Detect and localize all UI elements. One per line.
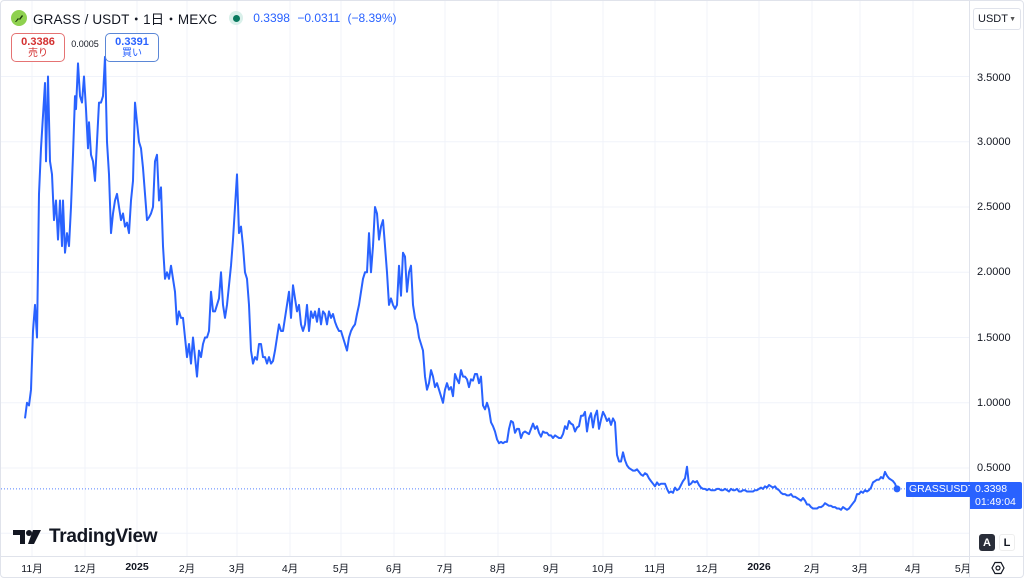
x-tick: 9月 [542,563,560,575]
tradingview-logo-icon [13,530,41,544]
price-change-pct: (−8.39%) [347,11,397,25]
sell-label: 売り [28,47,48,59]
x-tick: 3月 [851,563,869,575]
x-tick: 5月 [954,563,972,575]
x-tick: 4月 [904,563,922,575]
x-tick: 11月 [21,563,43,575]
tradingview-logo[interactable]: TradingView [13,526,158,548]
y-tick: 2.5000 [977,201,1011,213]
symbol-price-label: GRASSUSDT [906,482,978,497]
x-tick: 12月 [695,563,719,575]
x-tick: 2月 [178,563,196,575]
spread-value: 0.0005 [71,38,99,49]
x-tick: 10月 [591,563,615,575]
settings-gear-icon [990,561,1005,575]
y-tick: 3.5000 [977,72,1011,84]
y-tick: 0.5000 [977,462,1011,474]
last-price: 0.3398 [253,11,290,25]
currency-select[interactable]: USDT ▼ [973,8,1021,30]
bar-countdown: 01:49:04 [975,496,1016,508]
buy-price: 0.3391 [115,35,149,48]
last-price-value: 0.3398 [975,483,1008,495]
chart-plot-area[interactable] [1,1,969,556]
x-tick: 2026 [747,561,771,573]
x-tick: 7月 [436,563,454,575]
y-tick: 2.0000 [977,266,1011,278]
symbol-title[interactable]: GRASS / USDT・1日・MEXC [33,12,218,27]
chart-settings-button[interactable] [969,556,1024,578]
last-price-label: 0.3398 01:49:04 [970,482,1022,509]
sell-button[interactable]: 0.3386 売り [11,33,65,62]
buy-label: 買い [122,47,142,59]
y-tick: 1.0000 [977,397,1011,409]
x-tick: 8月 [489,563,507,575]
y-tick: 3.0000 [977,136,1011,148]
x-tick: 2025 [125,561,149,573]
price-line-chart[interactable] [1,1,969,556]
x-tick: 6月 [385,563,403,575]
chevron-down-icon: ▼ [1009,15,1016,23]
quote-values: 0.3398 −0.0311 (−8.39%) [253,11,400,25]
price-change: −0.0311 [297,11,341,25]
x-tick: 4月 [281,563,299,575]
scale-buttons: A L [979,534,1015,551]
buy-button[interactable]: 0.3391 買い [105,33,159,62]
x-tick: 3月 [228,563,246,575]
price-axis[interactable] [969,1,1024,556]
price-series-line[interactable] [24,55,898,511]
time-axis[interactable] [1,556,969,578]
last-point-marker [893,485,901,493]
sell-price: 0.3386 [21,35,55,48]
auto-scale-button[interactable]: A [979,534,995,551]
currency-value: USDT [978,13,1008,25]
x-tick: 2月 [803,563,821,575]
log-scale-button[interactable]: L [999,534,1015,551]
logo-text: TradingView [49,526,158,547]
symbol-legend: GRASS / USDT・1日・MEXC 0.3398 −0.0311 (−8.… [11,8,401,28]
grass-coin-logo-icon [11,10,27,26]
x-tick: 11月 [644,563,666,575]
x-tick: 5月 [332,563,350,575]
x-tick: 12月 [73,563,97,575]
y-tick: 1.5000 [977,332,1011,344]
trade-buttons: 0.3386 売り 0.0005 0.3391 買い [11,33,159,62]
market-status-dot-icon [229,11,244,25]
